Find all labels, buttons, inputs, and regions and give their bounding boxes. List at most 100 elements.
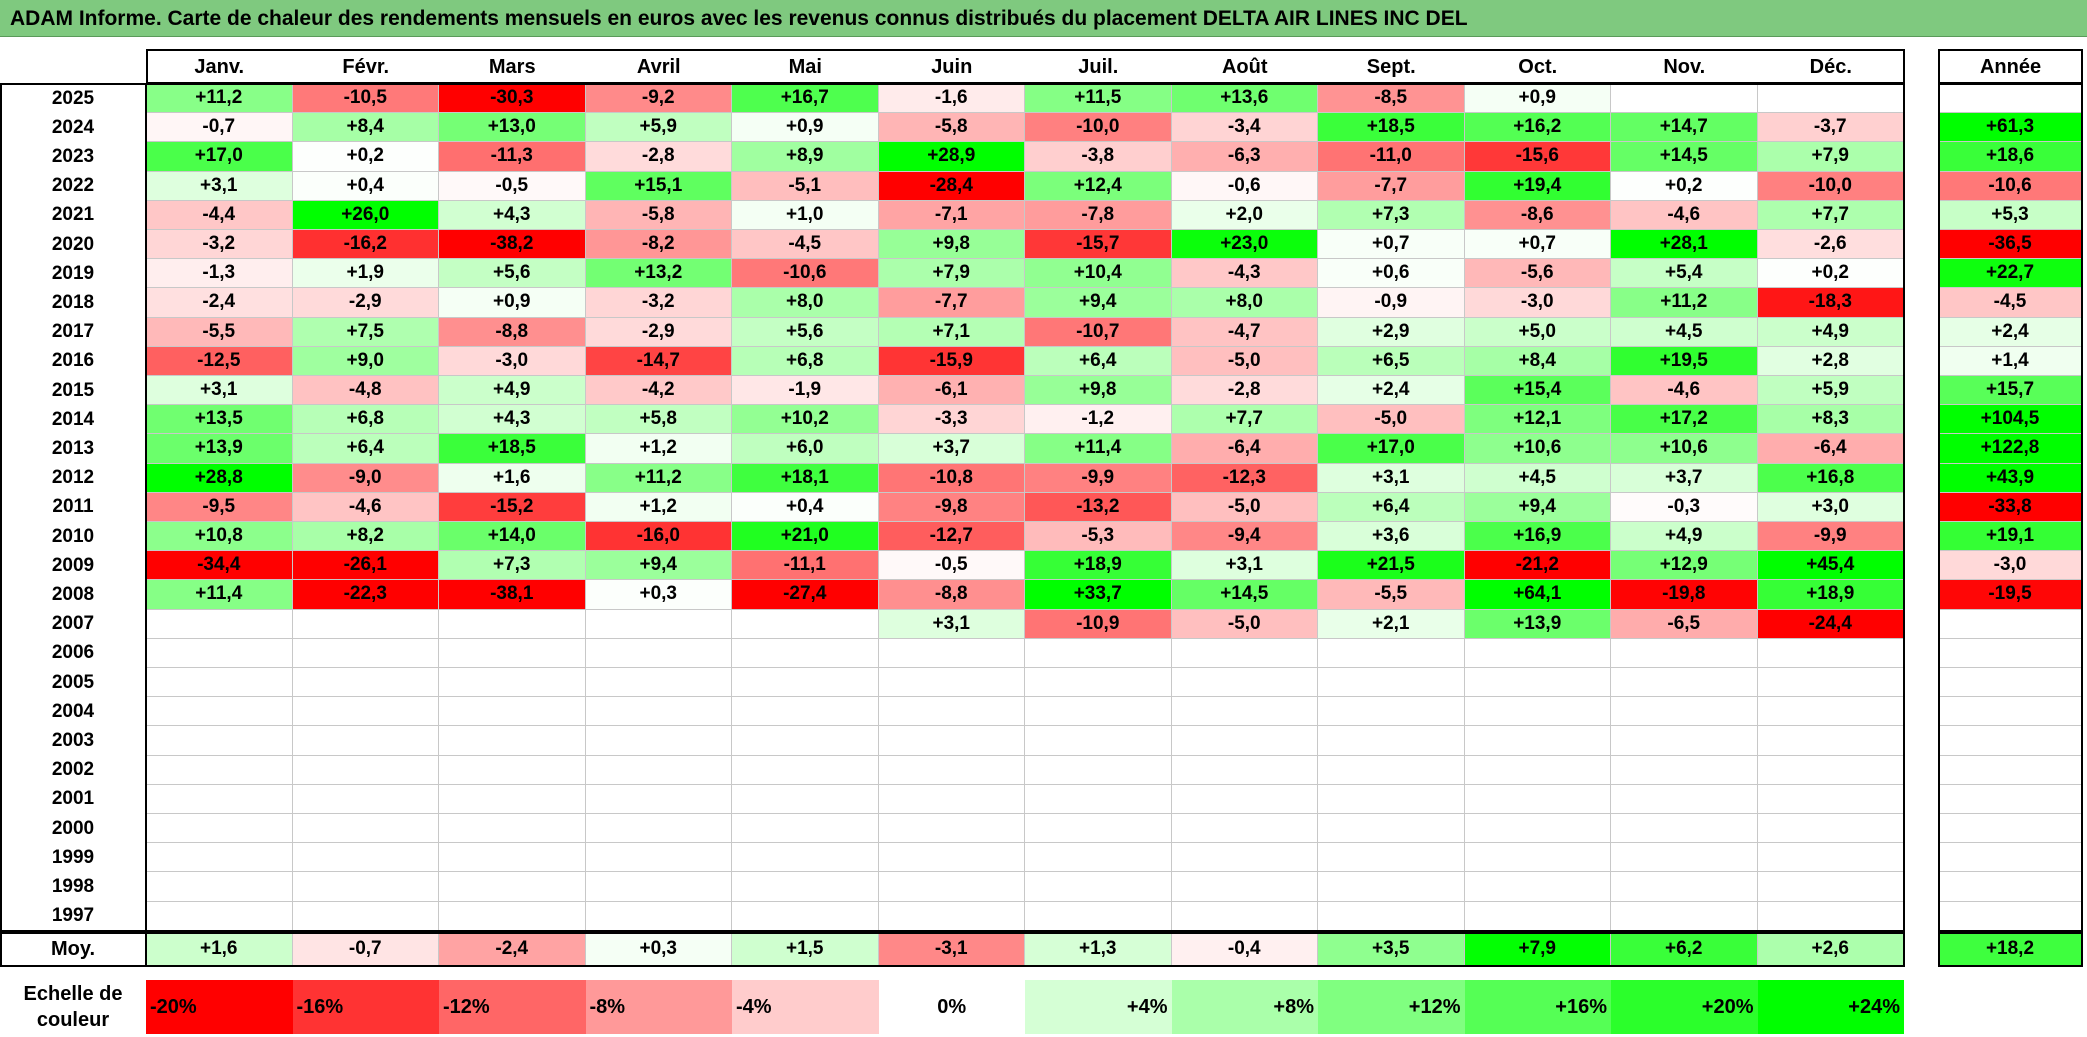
heatmap-cell (1025, 668, 1172, 698)
heatmap-cell: +15,1 (585, 171, 732, 201)
heatmap-cell: -6,1 (878, 376, 1025, 406)
heatmap-cell: -6,4 (1757, 434, 1904, 464)
heatmap-cell (146, 638, 293, 668)
heatmap-cell: +21,0 (732, 522, 879, 552)
annual-cell: +19,1 (1938, 522, 2083, 552)
scale-swatch: -12% (439, 980, 586, 1034)
heatmap-cell (1318, 638, 1465, 668)
heatmap-cell (1318, 872, 1465, 902)
heatmap-cell: +7,1 (878, 317, 1025, 347)
heatmap-cell: +0,6 (1318, 259, 1465, 289)
heatmap-cell: +4,3 (439, 405, 586, 435)
heatmap-cell: +9,8 (1025, 376, 1172, 406)
year-label: 2012 (51, 467, 95, 489)
heatmap-cell: -12,7 (878, 522, 1025, 552)
heatmap-cell: +8,4 (292, 113, 439, 143)
year-label: 2013 (51, 437, 95, 459)
heatmap-cell: -8,8 (878, 580, 1025, 610)
heatmap-cell: -27,4 (732, 580, 879, 610)
heatmap-cell: -6,5 (1611, 609, 1758, 639)
heatmap-cell: -7,7 (878, 288, 1025, 318)
heatmap-cell: -5,0 (1171, 609, 1318, 639)
heatmap-cell: -0,7 (146, 113, 293, 143)
heatmap-cell: +18,1 (732, 463, 879, 493)
heatmap-cell: +0,9 (439, 288, 586, 318)
heatmap-cell (878, 638, 1025, 668)
heatmap-cell: +13,6 (1171, 84, 1318, 114)
heatmap-cell: +16,7 (732, 84, 879, 114)
annual-cell: +15,7 (1938, 376, 2083, 406)
heatmap-cell: -13,2 (1025, 492, 1172, 522)
heatmap-cell: -5,5 (146, 317, 293, 347)
heatmap-cell: -16,0 (585, 522, 732, 552)
heatmap-cell (439, 638, 586, 668)
heatmap-cell (439, 843, 586, 873)
year-label: 1999 (51, 846, 95, 868)
heatmap-cell: +8,2 (292, 522, 439, 552)
month-header: Mars (488, 55, 536, 78)
heatmap-cell (292, 726, 439, 756)
heatmap-cell (732, 843, 879, 873)
heatmap-cell: -3,4 (1171, 113, 1318, 143)
heatmap-cell: +13,5 (146, 405, 293, 435)
heatmap-cell: -11,1 (732, 551, 879, 581)
year-label: 1998 (51, 875, 95, 897)
heatmap-cell: +8,9 (732, 142, 879, 172)
heatmap-cell: -1,6 (878, 84, 1025, 114)
heatmap-cell (1464, 872, 1611, 902)
heatmap-cell: -0,5 (439, 171, 586, 201)
heatmap-cell: +8,3 (1757, 405, 1904, 435)
heatmap-cell (732, 609, 879, 639)
heatmap-cell: +1,6 (439, 463, 586, 493)
heatmap-cell: +3,7 (1611, 463, 1758, 493)
heatmap-cell: +26,0 (292, 200, 439, 230)
heatmap-cell (146, 784, 293, 814)
heatmap-cell: -8,6 (1464, 200, 1611, 230)
heatmap-cell (146, 814, 293, 844)
heatmap-cell (1318, 784, 1465, 814)
annual-cell: -19,5 (1938, 580, 2083, 610)
heatmap-cell: +17,0 (1318, 434, 1465, 464)
heatmap-cell: +10,6 (1464, 434, 1611, 464)
heatmap-cell: +15,4 (1464, 376, 1611, 406)
year-label: 2021 (51, 204, 95, 226)
heatmap-cell: +12,9 (1611, 551, 1758, 581)
heatmap-cell (1025, 638, 1172, 668)
heatmap-cell: +2,4 (1318, 376, 1465, 406)
heatmap-cell: +1,2 (585, 434, 732, 464)
heatmap-cell: -16,2 (292, 230, 439, 260)
heatmap-cell: -10,0 (1757, 171, 1904, 201)
month-header: Déc. (1809, 55, 1852, 78)
heatmap-cell: +6,4 (1025, 346, 1172, 376)
heatmap-cell (878, 755, 1025, 785)
heatmap-cell (1171, 814, 1318, 844)
heatmap-cell: -5,8 (585, 200, 732, 230)
heatmap-cell: +5,4 (1611, 259, 1758, 289)
scale-label: Echelle de couleur (0, 980, 146, 1034)
avg-label-divider (145, 933, 147, 966)
heatmap-cell (292, 872, 439, 902)
heatmap-cell: -0,9 (1318, 288, 1465, 318)
heatmap-cell (1171, 726, 1318, 756)
heatmap-cell: +2,1 (1318, 609, 1465, 639)
heatmap-cell: +28,8 (146, 463, 293, 493)
heatmap-cell (439, 814, 586, 844)
heatmap-cell: +0,4 (732, 492, 879, 522)
heatmap-cell: -4,6 (292, 492, 439, 522)
heatmap-cell (732, 814, 879, 844)
heatmap-cell (1464, 668, 1611, 698)
heatmap-cell: +3,6 (1318, 522, 1465, 552)
heatmap-cell: +6,8 (292, 405, 439, 435)
heatmap-cell: -0,6 (1171, 171, 1318, 201)
heatmap-cell (439, 784, 586, 814)
heatmap-cell: +5,9 (1757, 376, 1904, 406)
heatmap-cell (1025, 697, 1172, 727)
heatmap-cell (732, 755, 879, 785)
heatmap-cell: +3,0 (1757, 492, 1904, 522)
heatmap-cell: +14,5 (1611, 142, 1758, 172)
heatmap-cell: +16,2 (1464, 113, 1611, 143)
heatmap-cell: -8,5 (1318, 84, 1465, 114)
heatmap-cell (1171, 784, 1318, 814)
heatmap-cell (146, 697, 293, 727)
